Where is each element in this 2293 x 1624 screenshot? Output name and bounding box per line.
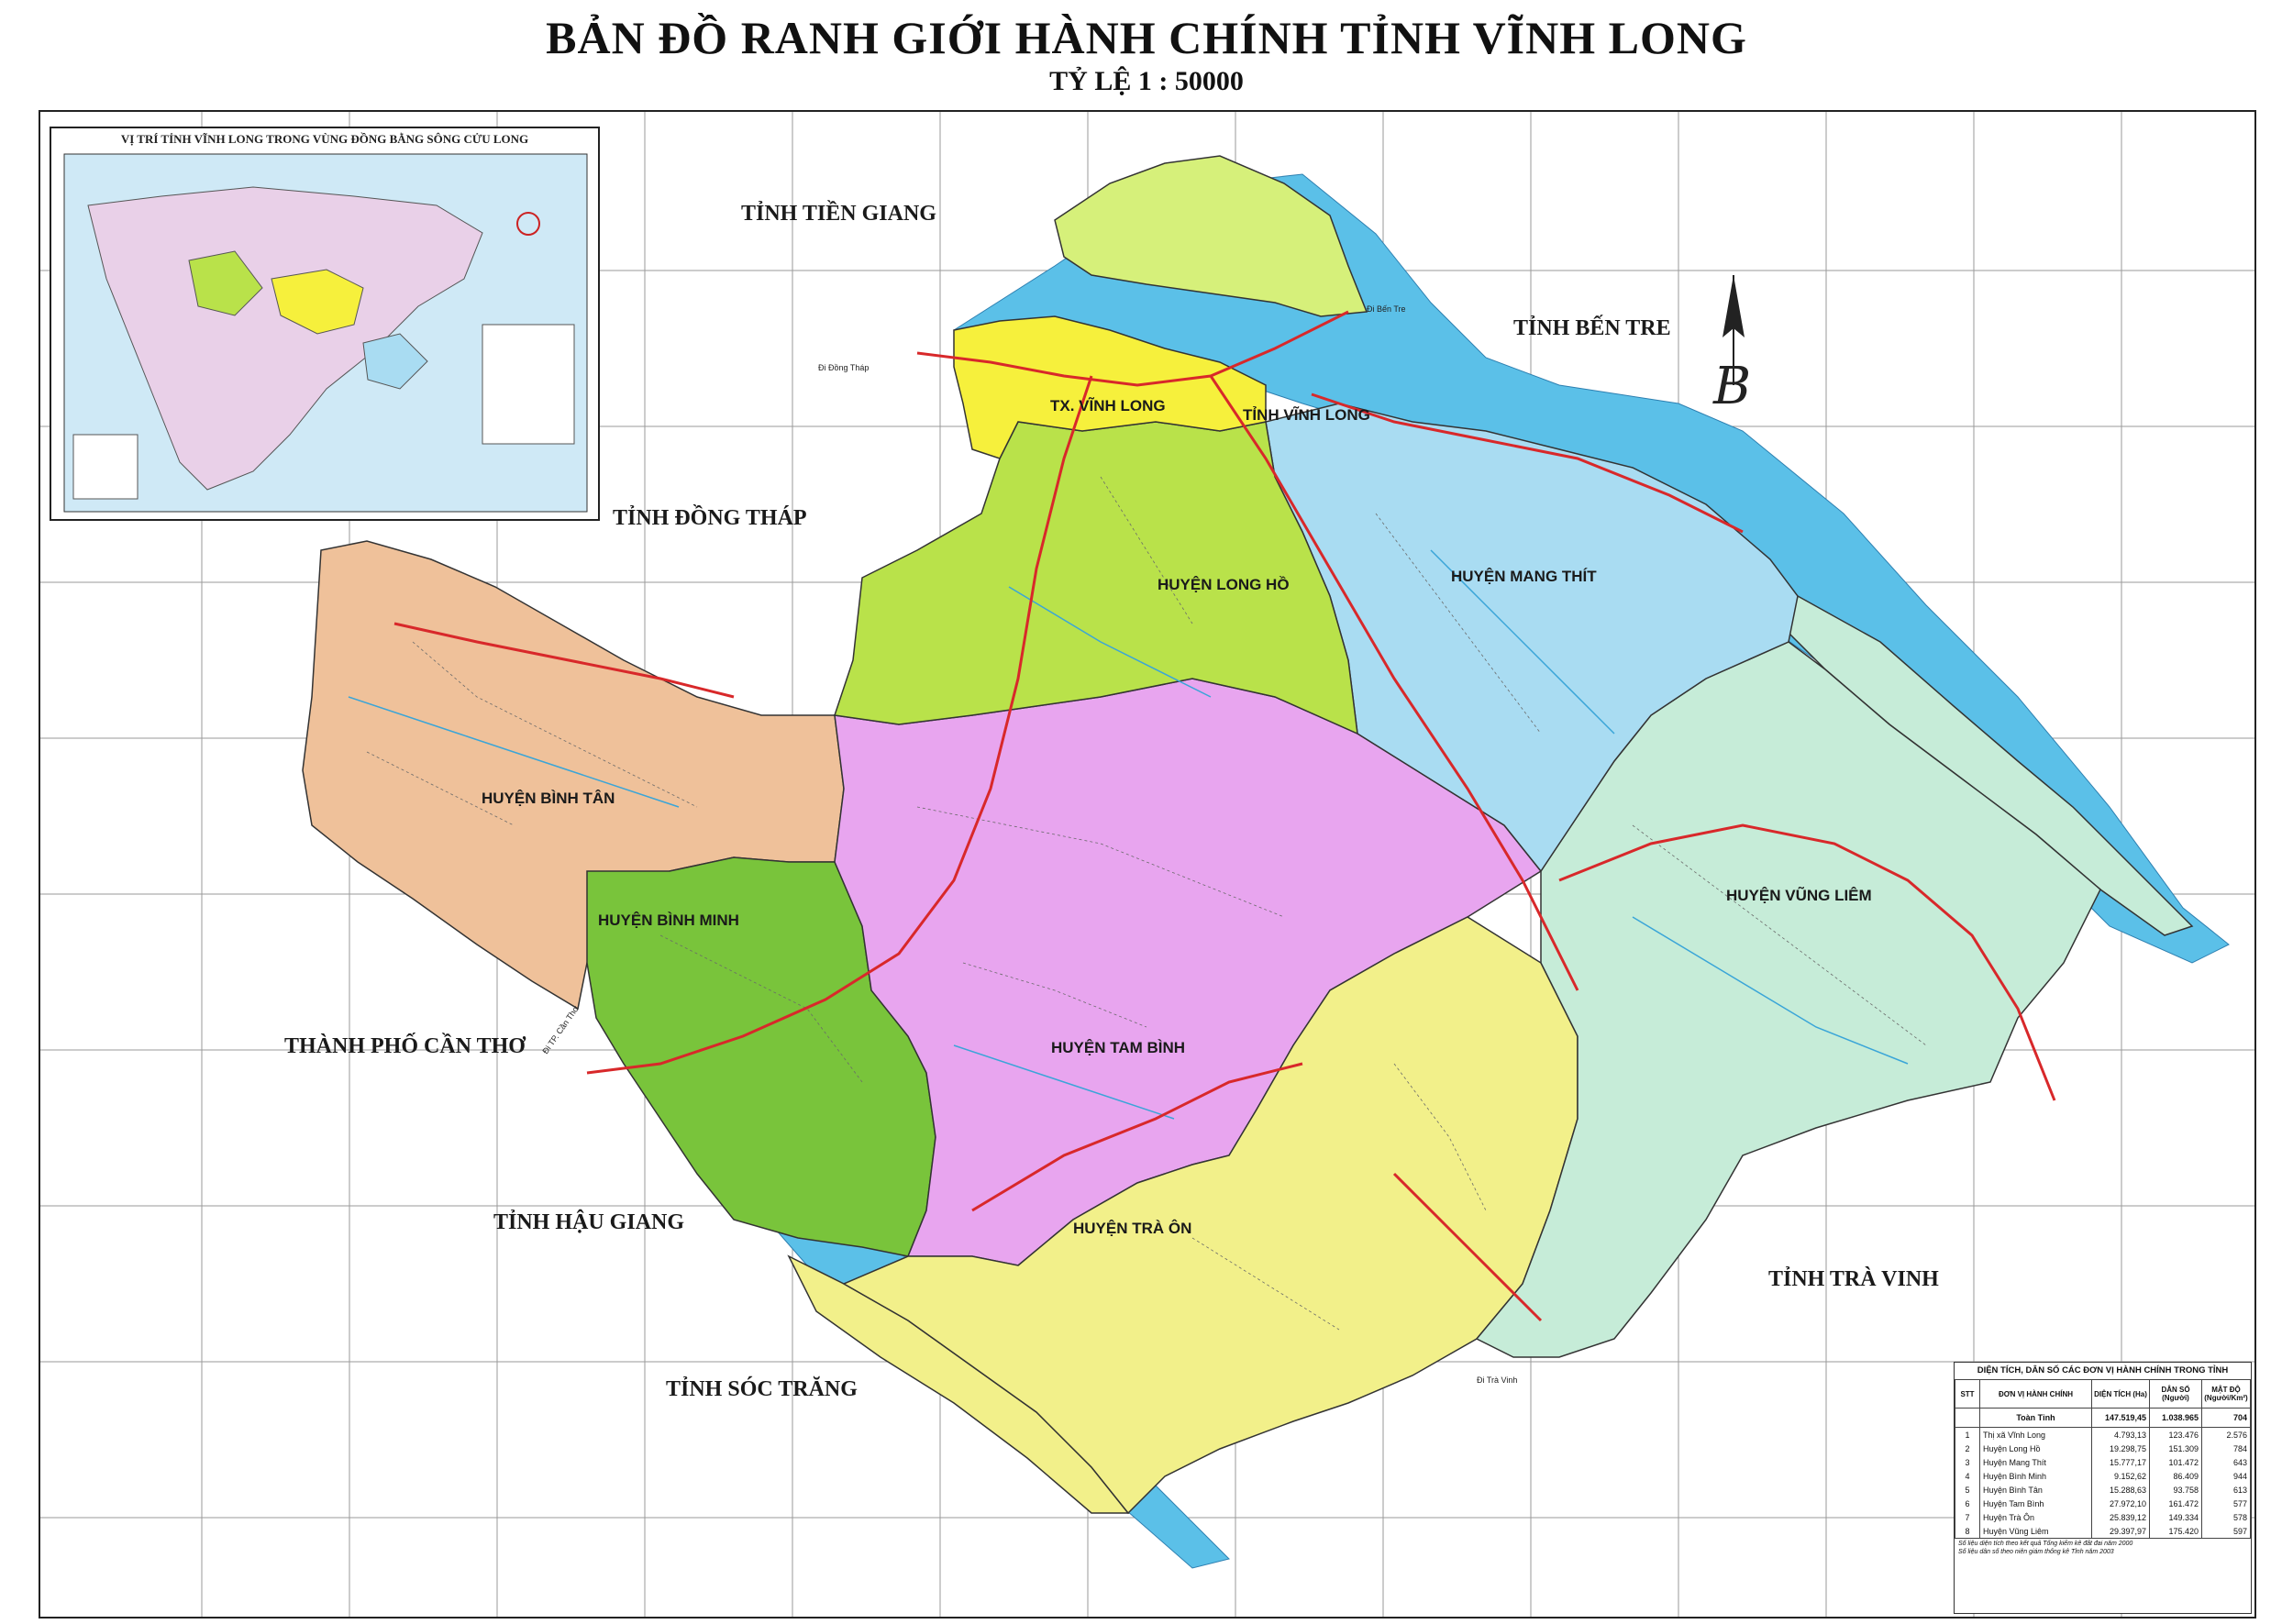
stats-table: DIỆN TÍCH, DÂN SỐ CÁC ĐƠN VỊ HÀNH CHÍNH … bbox=[1954, 1362, 2252, 1614]
stats-title: DIỆN TÍCH, DÂN SỐ CÁC ĐƠN VỊ HÀNH CHÍNH … bbox=[1977, 1365, 2229, 1375]
district-vinh-long-town bbox=[953, 315, 1267, 459]
island-north bbox=[1054, 155, 1368, 317]
north-arrow: B bbox=[1712, 275, 1751, 416]
north-symbol: B bbox=[1712, 357, 1751, 416]
stats-note-area: Số liệu diện tích theo kết quả Tổng kiểm… bbox=[1958, 1541, 2133, 1547]
label-tra-on: HUYỆN TRÀ ÔN bbox=[1073, 1220, 1191, 1237]
label-mang-thit: HUYỆN MANG THÍT bbox=[1451, 568, 1597, 585]
road-label-dong-thap: Đi Đồng Tháp bbox=[818, 363, 869, 372]
header-area: DIỆN TÍCH (Ha) bbox=[2091, 1379, 2150, 1409]
table-row: 1 Thị xã Vĩnh Long 4.793,13 123.476 2.57… bbox=[1955, 1427, 2251, 1442]
map-scale: TỶ LỆ 1 : 50000 bbox=[1049, 66, 1244, 96]
inset-map: VỊ TRÍ TỈNH VĨNH LONG TRONG VÙNG ĐỒNG BẰ… bbox=[50, 127, 600, 521]
label-vung-liem: HUYỆN VŨNG LIÊM bbox=[1726, 886, 1872, 904]
table-row: 8 Huyện Vũng Liêm 29.397,97 175.420 597 bbox=[1955, 1524, 2251, 1539]
total-name: Toàn Tỉnh bbox=[1979, 1408, 2092, 1428]
label-hau-giang: TỈNH HẬU GIANG bbox=[493, 1210, 684, 1234]
label-long-ho: HUYỆN LONG HỒ bbox=[1158, 576, 1290, 593]
map-title: BẢN ĐỒ RANH GIỚI HÀNH CHÍNH TỈNH VĨNH LO… bbox=[546, 12, 1747, 63]
label-dong-thap: TỈNH ĐỒNG THÁP bbox=[613, 505, 807, 530]
header-pop: DÂN SỐ (Người) bbox=[2149, 1379, 2202, 1409]
road-label-tra-vinh: Đi Trà Vinh bbox=[1477, 1375, 1517, 1385]
label-ben-tre: TỈNH BẾN TRE bbox=[1513, 315, 1671, 340]
header-stt: STT bbox=[1955, 1379, 1980, 1409]
inset-canvas bbox=[63, 153, 588, 513]
road-label-ben-tre: Đi Bến Tre bbox=[1367, 304, 1406, 314]
label-tam-binh: HUYỆN TAM BÌNH bbox=[1051, 1039, 1185, 1056]
label-tien-giang: TỈNH TIỀN GIANG bbox=[741, 201, 936, 226]
stats-total-row: Toàn Tỉnh 147.519,45 1.038.965 704 bbox=[1955, 1408, 2251, 1428]
header-density: MẬT ĐỘ (Người/Km²) bbox=[2201, 1379, 2251, 1409]
label-binh-tan: HUYỆN BÌNH TÂN bbox=[482, 790, 615, 807]
table-row: 7 Huyện Trà Ôn 25.839,12 149.334 578 bbox=[1955, 1510, 2251, 1524]
stats-header-row: STT ĐƠN VỊ HÀNH CHÍNH DIỆN TÍCH (Ha) DÂN… bbox=[1955, 1379, 2251, 1409]
total-pop: 1.038.965 bbox=[2149, 1408, 2202, 1428]
table-row: 6 Huyện Tam Bình 27.972,10 161.472 577 bbox=[1955, 1497, 2251, 1510]
table-row: 3 Huyện Mang Thít 15.777,17 101.472 643 bbox=[1955, 1455, 2251, 1469]
label-province-center: TỈNH VĨNH LONG bbox=[1243, 405, 1370, 424]
label-vinh-long-town: TX. VĨNH LONG bbox=[1050, 396, 1166, 414]
label-binh-minh: HUYỆN BÌNH MINH bbox=[598, 911, 739, 929]
stats-note-population: Số liệu dân số theo niên giám thống kê T… bbox=[1958, 1549, 2114, 1555]
table-row: 5 Huyện Bình Tân 15.288,63 93.758 613 bbox=[1955, 1483, 2251, 1497]
road-label-can-tho: Đi TP. Cần Thơ bbox=[540, 1004, 580, 1055]
table-row: 2 Huyện Long Hồ 19.298,75 151.309 784 bbox=[1955, 1442, 2251, 1455]
total-area: 147.519,45 bbox=[2091, 1408, 2150, 1428]
label-can-tho: THÀNH PHỐ CẦN THƠ bbox=[284, 1033, 526, 1058]
inset-title: VỊ TRÍ TỈNH VĨNH LONG TRONG VÙNG ĐỒNG BẰ… bbox=[120, 132, 529, 146]
label-soc-trang: TỈNH SÓC TRĂNG bbox=[666, 1376, 858, 1401]
table-row: 4 Huyện Bình Minh 9.152,62 86.409 944 bbox=[1955, 1469, 2251, 1483]
label-tra-vinh: TỈNH TRÀ VINH bbox=[1768, 1267, 1939, 1291]
header-unit: ĐƠN VỊ HÀNH CHÍNH bbox=[1979, 1379, 2092, 1409]
roads bbox=[393, 310, 2056, 1322]
canals bbox=[348, 549, 1909, 1120]
stats-grid: STT ĐƠN VỊ HÀNH CHÍNH DIỆN TÍCH (Ha) DÂN… bbox=[1955, 1379, 2251, 1539]
total-density: 704 bbox=[2201, 1408, 2251, 1428]
